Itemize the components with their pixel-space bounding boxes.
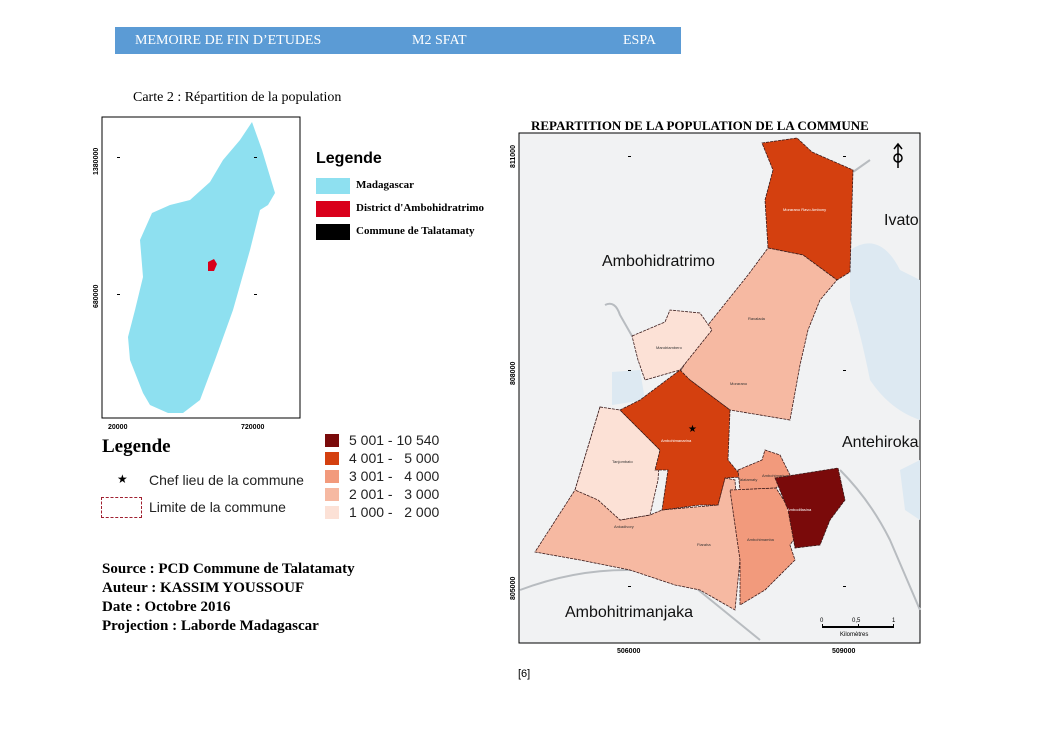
credit-date: Date : Octobre 2016: [102, 599, 231, 615]
water-bodies: [612, 243, 920, 520]
class-label-1: 5 001 - 10 540: [349, 432, 440, 448]
legend-label-commune: Commune de Talatamaty: [356, 225, 475, 237]
district-ambohidratrimo-shape: [208, 259, 217, 271]
boundary-box-icon: [101, 497, 142, 518]
road-west: [604, 302, 633, 337]
lake-east: [850, 243, 920, 420]
neighbour-label-ambohitrimanjaka: Ambohitrimanjaka: [565, 604, 693, 621]
header-right: ESPA: [623, 33, 656, 48]
fokontany-labels: Morarano Ravo Ambony Ravalada Mandriambe…: [612, 207, 826, 547]
scale-tick-1: 1: [892, 618, 896, 624]
class-swatch-3: [325, 470, 339, 483]
legend-swatch-commune: [316, 224, 350, 240]
class-swatch-1: [325, 434, 339, 447]
y-tick-811000: 811000: [510, 145, 517, 168]
page-header-banner: MEMOIRE DE FIN D’ETUDES M2 SFAT ESPA: [115, 27, 681, 54]
inset-legend-title: Legende: [316, 150, 382, 167]
scale-tick-0: 0: [820, 618, 824, 624]
fokontany-label: Tanjombato: [612, 459, 633, 464]
credit-projection: Projection : Laborde Madagascar: [102, 618, 319, 634]
credit-source: Source : PCD Commune de Talatamaty: [102, 561, 355, 577]
star-icon: ★: [117, 472, 128, 486]
neighbour-label-ivato: Ivato: [884, 212, 919, 229]
class-label-5: 1 000 - 2 000: [349, 504, 440, 520]
fokontany-label: Fiaraha: [697, 542, 711, 547]
y-tick-805000: 805000: [510, 577, 517, 600]
pond-west: [612, 370, 645, 405]
fokontany-label: Morarano Ravo Ambony: [783, 207, 826, 212]
fokontany-ambodifasina: [774, 467, 846, 549]
legend-label-chef-lieu: Chef lieu de la commune: [149, 472, 304, 488]
road-north: [852, 159, 871, 173]
fokontany-ambohimamba: [729, 487, 801, 606]
class-label-4: 2 001 - 3 000: [349, 486, 440, 502]
x-tick-506000: 506000: [617, 648, 640, 655]
fokontany-label: Ambodifasina: [787, 507, 812, 512]
class-label-3: 3 001 - 4 000: [349, 468, 440, 484]
figure-caption: Carte 2 : Répartition de la population: [133, 90, 342, 105]
inset-y-tick-2: 680000: [93, 285, 100, 308]
page-number: [6]: [518, 668, 531, 680]
chef-lieu-star-icon: ★: [688, 424, 697, 435]
inset-x-tick-2: 720000: [241, 424, 264, 431]
main-legend-title: Legende: [102, 436, 171, 457]
y-tick-808000: 808000: [510, 362, 517, 385]
legend-swatch-district: [316, 201, 350, 217]
fokontany-label: Ankadivory: [614, 524, 634, 529]
legend-swatch-madagascar: [316, 178, 350, 194]
header-left: MEMOIRE DE FIN D’ETUDES: [135, 33, 322, 48]
lake-east-small: [900, 460, 920, 520]
class-swatch-2: [325, 452, 339, 465]
fokontany-chef-lieu: [619, 369, 743, 511]
scale-tick-half: 0,5: [852, 618, 861, 624]
header-center: M2 SFAT: [412, 33, 467, 48]
legend-label-madagascar: Madagascar: [356, 179, 415, 191]
inset-ticks: [117, 157, 257, 295]
scale-bar: 0 0,5 1 Kilomètres: [820, 618, 896, 638]
fokontany-label: Ravalada: [748, 316, 766, 321]
fokontany-mandriambero: [631, 309, 713, 381]
main-map-title: REPARTITION DE LA POPULATION DE LA COMMU…: [531, 118, 869, 133]
inset-x-tick-1: 20000: [108, 424, 128, 431]
class-swatch-4: [325, 488, 339, 501]
fokontany-label: Ambohimamba: [747, 537, 775, 542]
scale-unit: Kilomètres: [840, 632, 868, 638]
map-grid-ticks: [628, 156, 846, 587]
road-east: [839, 469, 921, 611]
legend-label-limite: Limite de la commune: [149, 499, 286, 515]
fokontany-label: Ambohimanarina: [661, 438, 692, 443]
neighbour-label-ambohidratrimo: Ambohidratrimo: [602, 253, 715, 270]
legend-label-district: District d'Ambohidratrimo: [356, 202, 485, 214]
neighbour-label-antehiroka: Antehiroka: [842, 434, 919, 451]
fokontany-label: Talatamaty: [738, 477, 757, 482]
madagascar-shape: [128, 122, 275, 413]
inset-y-tick-1: 1380000: [93, 148, 100, 175]
class-swatch-5: [325, 506, 339, 519]
fokontany-label: Ambohimarina: [762, 473, 789, 478]
fokontany-tanjombato: [574, 406, 661, 521]
north-arrow-icon: [893, 142, 903, 168]
class-label-2: 4 001 - 5 000: [349, 450, 440, 466]
fokontany-label: Morarano: [730, 381, 748, 386]
credit-author: Auteur : KASSIM YOUSSOUF: [102, 580, 305, 596]
x-tick-509000: 509000: [832, 648, 855, 655]
credits-block: Source : PCD Commune de Talatamaty Auteu…: [102, 560, 355, 636]
fokontany-label: Mandriambero: [656, 345, 683, 350]
